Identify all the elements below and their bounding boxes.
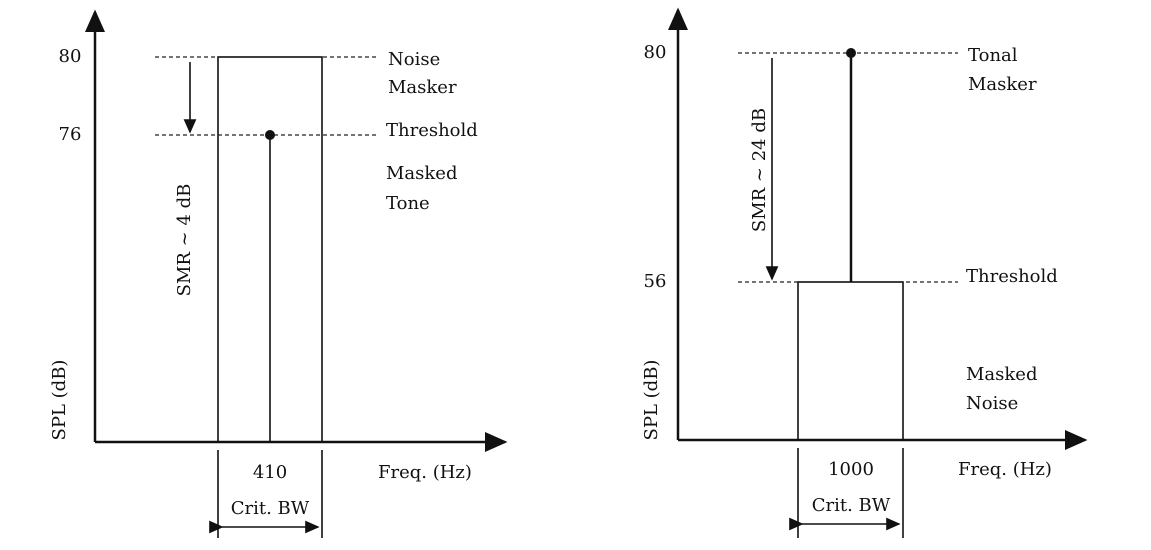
y-tick-label: 80 <box>59 46 82 67</box>
annotation: Threshold <box>966 266 1058 287</box>
annotation: Noise <box>966 393 1018 414</box>
smr-label: SMR ~ 4 dB <box>174 184 195 297</box>
masked-noise-band <box>797 281 904 441</box>
tone-dot <box>265 130 275 140</box>
annotation: Noise <box>388 49 440 70</box>
annotation: Masked <box>386 163 457 184</box>
annotation: Tone <box>386 193 430 214</box>
y-axis-label: SPL (dB) <box>641 360 662 441</box>
annotation: Threshold <box>386 120 478 141</box>
annotation: Masker <box>388 77 457 98</box>
panel-right: 80 56 SPL (dB) SMR ~ 24 dB Tonal Masker … <box>641 7 1088 538</box>
smr-label: SMR ~ 24 dB <box>749 108 770 232</box>
x-tick-label: 1000 <box>828 459 874 480</box>
x-axis-label: Freq. (Hz) <box>378 462 472 483</box>
y-axis-label: SPL (dB) <box>49 360 70 441</box>
x-tick-label: 410 <box>253 462 287 483</box>
y-tick-label: 56 <box>644 271 667 292</box>
y-tick-label: 76 <box>59 124 82 145</box>
x-axis-label: Freq. (Hz) <box>958 459 1052 480</box>
bandwidth-label: Crit. BW <box>812 495 891 516</box>
annotation: Tonal <box>968 45 1018 66</box>
tone-dot <box>846 48 856 58</box>
panel-left: 80 76 SPL (dB) SMR ~ 4 dB Noise Masker T… <box>49 9 508 538</box>
annotation: Masked <box>966 364 1037 385</box>
annotation: Masker <box>968 74 1037 95</box>
bandwidth-label: Crit. BW <box>231 498 310 519</box>
y-tick-label: 80 <box>644 42 667 63</box>
